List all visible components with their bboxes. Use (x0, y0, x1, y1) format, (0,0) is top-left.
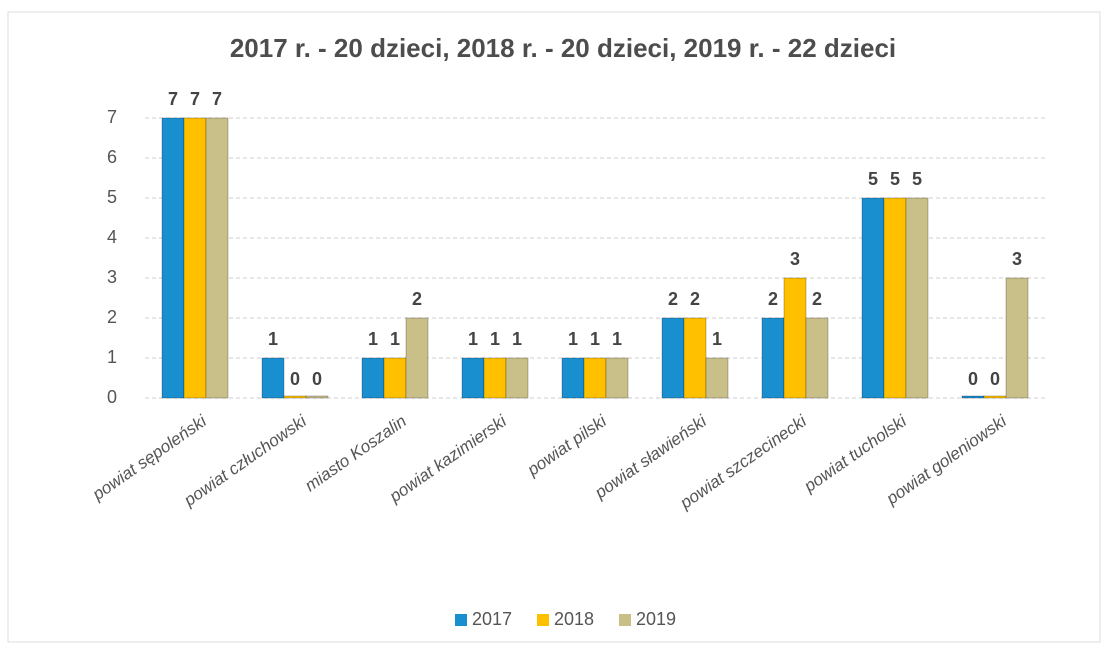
data-label: 1 (590, 329, 600, 349)
bar (883, 197, 907, 399)
data-label: 7 (190, 89, 200, 109)
x-tick-label: powiat pilski (523, 411, 611, 480)
legend-label: 2017 (472, 609, 512, 629)
bar (505, 357, 529, 399)
bar (205, 117, 229, 399)
data-label: 0 (990, 369, 1000, 389)
data-label: 1 (512, 329, 522, 349)
y-tick-label: 3 (107, 267, 117, 287)
data-label: 1 (490, 329, 500, 349)
data-label: 5 (890, 169, 900, 189)
data-label: 0 (968, 369, 978, 389)
y-tick-label: 6 (107, 147, 117, 167)
y-tick-label: 2 (107, 307, 117, 327)
bar (405, 317, 429, 399)
legend-swatch (619, 614, 631, 626)
data-label: 2 (768, 289, 778, 309)
bar (683, 317, 707, 399)
bar (561, 357, 585, 399)
y-tick-label: 4 (107, 227, 117, 247)
data-label: 1 (368, 329, 378, 349)
data-label: 1 (568, 329, 578, 349)
bar (761, 317, 785, 399)
y-tick-label: 5 (107, 187, 117, 207)
legend-label: 2018 (554, 609, 594, 629)
bar (705, 357, 729, 399)
bar (383, 357, 407, 399)
bar (583, 357, 607, 399)
bar (805, 317, 829, 399)
x-tick-label: miasto Koszalin (301, 411, 409, 495)
data-label: 3 (790, 249, 800, 269)
legend-label: 2019 (636, 609, 676, 629)
data-label: 7 (212, 89, 222, 109)
data-label: 2 (812, 289, 822, 309)
data-label: 3 (1012, 249, 1022, 269)
data-label: 2 (668, 289, 678, 309)
data-label: 2 (690, 289, 700, 309)
data-label: 1 (268, 329, 278, 349)
data-label: 0 (312, 369, 322, 389)
data-label: 5 (912, 169, 922, 189)
bar (483, 357, 507, 399)
legend-swatch (455, 614, 467, 626)
y-tick-label: 1 (107, 347, 117, 367)
bar (661, 317, 685, 399)
bar (283, 395, 307, 399)
bar (261, 357, 285, 399)
data-label: 1 (712, 329, 722, 349)
chart-border (7, 11, 1101, 643)
bar (783, 277, 807, 399)
bar (983, 395, 1007, 399)
bar (361, 357, 385, 399)
bar (1005, 277, 1029, 399)
bar (161, 117, 185, 399)
data-label: 2 (412, 289, 422, 309)
data-label: 0 (290, 369, 300, 389)
data-label: 1 (390, 329, 400, 349)
y-tick-label: 7 (107, 107, 117, 127)
data-label: 5 (868, 169, 878, 189)
data-label: 1 (612, 329, 622, 349)
bar (961, 395, 985, 399)
legend-swatch (537, 614, 549, 626)
bar (605, 357, 629, 399)
y-tick-label: 0 (107, 387, 117, 407)
data-label: 7 (168, 89, 178, 109)
x-tick-label: powiat tucholski (800, 411, 911, 497)
chart-title: 2017 r. - 20 dzieci, 2018 r. - 20 dzieci… (230, 33, 896, 63)
bar (183, 117, 207, 399)
data-label: 1 (468, 329, 478, 349)
bar (461, 357, 485, 399)
bar (305, 395, 329, 399)
bar (861, 197, 885, 399)
bar (905, 197, 929, 399)
